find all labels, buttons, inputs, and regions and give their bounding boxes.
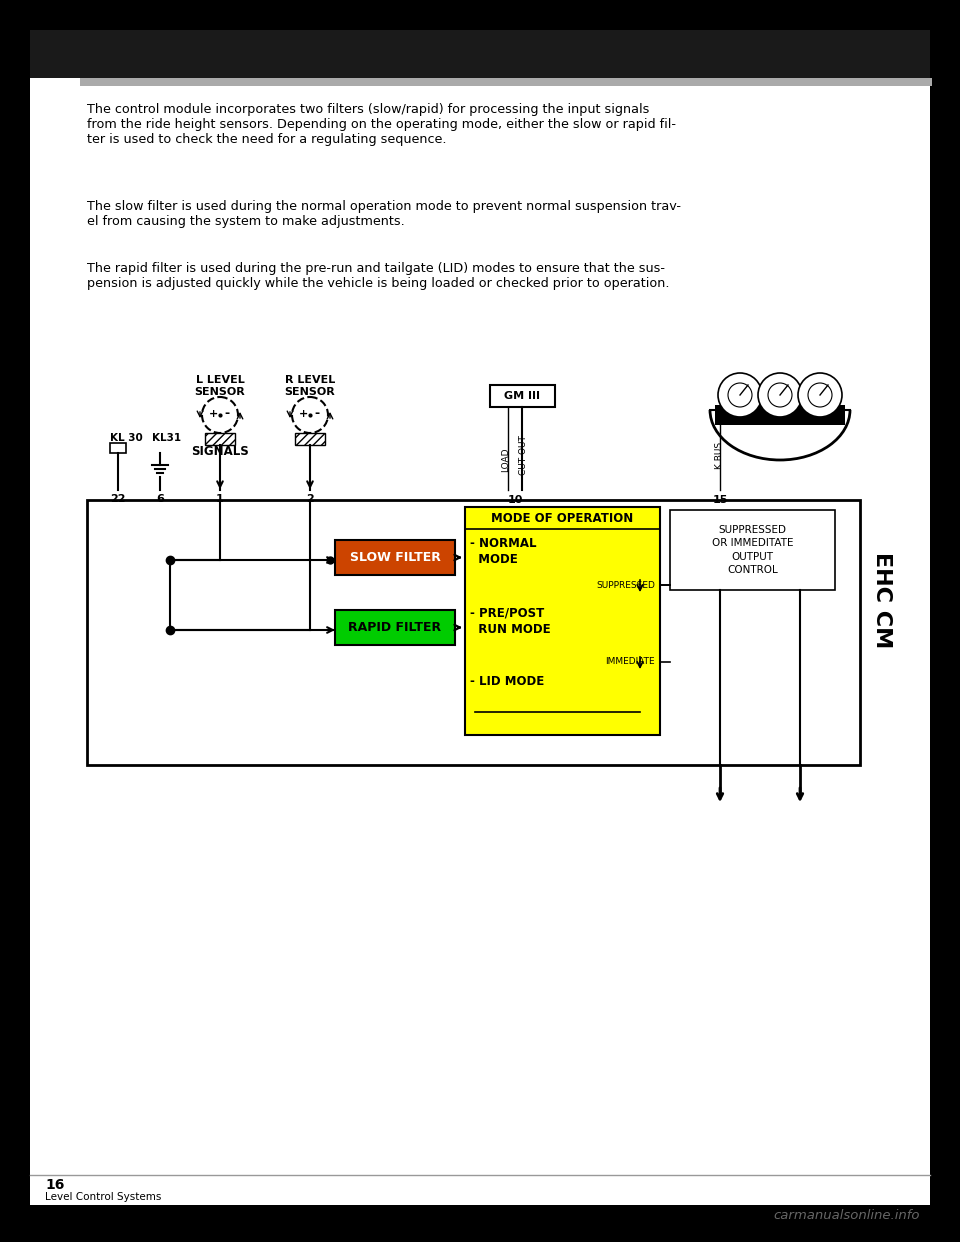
Text: - LID MODE: - LID MODE xyxy=(470,674,544,688)
Text: The slow filter is used during the normal operation mode to prevent normal suspe: The slow filter is used during the norma… xyxy=(87,200,681,229)
Text: The rapid filter is used during the pre-run and tailgate (LID) modes to ensure t: The rapid filter is used during the pre-… xyxy=(87,262,669,289)
Text: LOAD: LOAD xyxy=(501,448,511,472)
Bar xyxy=(80,78,932,86)
Text: 6: 6 xyxy=(156,494,164,504)
Text: -: - xyxy=(225,407,229,421)
Text: MODE OF OPERATION: MODE OF OPERATION xyxy=(492,513,634,525)
Text: L LEVEL
SENSOR: L LEVEL SENSOR xyxy=(195,375,246,396)
Text: GM III: GM III xyxy=(504,391,540,401)
Text: -: - xyxy=(315,407,320,421)
Text: 22: 22 xyxy=(110,494,126,504)
Text: KL 30: KL 30 xyxy=(110,433,143,443)
Text: K BUS: K BUS xyxy=(715,441,725,468)
Bar xyxy=(465,507,660,735)
Circle shape xyxy=(768,383,792,407)
Circle shape xyxy=(728,383,752,407)
Text: - PRE/POST
  RUN MODE: - PRE/POST RUN MODE xyxy=(470,607,551,636)
Bar xyxy=(335,610,455,645)
Bar xyxy=(670,510,835,590)
Bar xyxy=(715,405,845,425)
Text: carmanualsonline.info: carmanualsonline.info xyxy=(774,1208,920,1222)
Bar xyxy=(295,433,325,445)
Circle shape xyxy=(758,373,802,417)
Text: +: + xyxy=(299,409,307,419)
Bar xyxy=(87,501,860,765)
Text: 16: 16 xyxy=(45,1177,64,1192)
Text: 1: 1 xyxy=(216,494,224,504)
Text: SUPPRESSED
OR IMMEDITATE
OUTPUT
CONTROL: SUPPRESSED OR IMMEDITATE OUTPUT CONTROL xyxy=(711,525,793,575)
Bar xyxy=(205,433,235,445)
Text: The control module incorporates two filters (slow/rapid) for processing the inpu: The control module incorporates two filt… xyxy=(87,103,676,147)
Text: +: + xyxy=(208,409,218,419)
Text: KL31: KL31 xyxy=(152,433,181,443)
Circle shape xyxy=(808,383,832,407)
Text: SIGNALS: SIGNALS xyxy=(191,445,249,458)
Text: - NORMAL
  MODE: - NORMAL MODE xyxy=(470,537,537,566)
Text: IMMEDIATE: IMMEDIATE xyxy=(606,657,655,667)
Text: SLOW FILTER: SLOW FILTER xyxy=(349,551,441,564)
Text: SUPPRESSED: SUPPRESSED xyxy=(596,580,655,590)
Text: CUT OUT: CUT OUT xyxy=(519,435,529,474)
Text: 15: 15 xyxy=(712,496,728,505)
Text: RAPID FILTER: RAPID FILTER xyxy=(348,621,442,633)
Circle shape xyxy=(798,373,842,417)
Bar xyxy=(490,385,555,407)
Text: 10: 10 xyxy=(507,496,522,505)
Bar xyxy=(335,540,455,575)
Text: R LEVEL
SENSOR: R LEVEL SENSOR xyxy=(284,375,335,396)
Text: Level Control Systems: Level Control Systems xyxy=(45,1192,161,1202)
Circle shape xyxy=(718,373,762,417)
Text: EHC CM: EHC CM xyxy=(872,551,892,648)
Bar xyxy=(30,30,930,78)
Text: 2: 2 xyxy=(306,494,314,504)
Bar xyxy=(110,443,126,453)
